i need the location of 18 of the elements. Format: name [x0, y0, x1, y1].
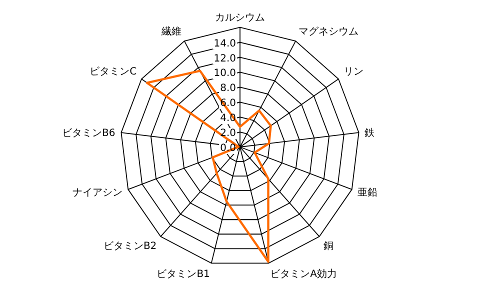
y-tick-label: 8.0: [220, 83, 236, 94]
y-tick-label: 10.0: [214, 68, 236, 80]
spoke-label: ビタミンB6: [62, 128, 116, 139]
spoke-label: 亜鉛: [357, 188, 378, 199]
spoke-label: ナイアシン: [72, 188, 123, 199]
spoke-label: 銅: [323, 241, 334, 252]
spoke-label: ビタミンC: [90, 66, 137, 78]
spoke-label: ビタミンB1: [156, 269, 210, 280]
spoke-label: 繊維: [160, 26, 182, 38]
spoke-label: カルシウム: [215, 12, 265, 24]
y-tick-label: 14.0: [214, 38, 236, 50]
spoke-label: ビタミンB2: [103, 241, 157, 252]
spoke-label: マグネシウム: [298, 26, 358, 38]
spoke-label: リン: [343, 66, 364, 78]
y-tick-label: 12.0: [214, 53, 236, 64]
spoke-label: ビタミンA効力: [270, 268, 337, 280]
spoke-label: 鉄: [364, 126, 375, 139]
y-tick-label: 2.0: [220, 128, 236, 140]
